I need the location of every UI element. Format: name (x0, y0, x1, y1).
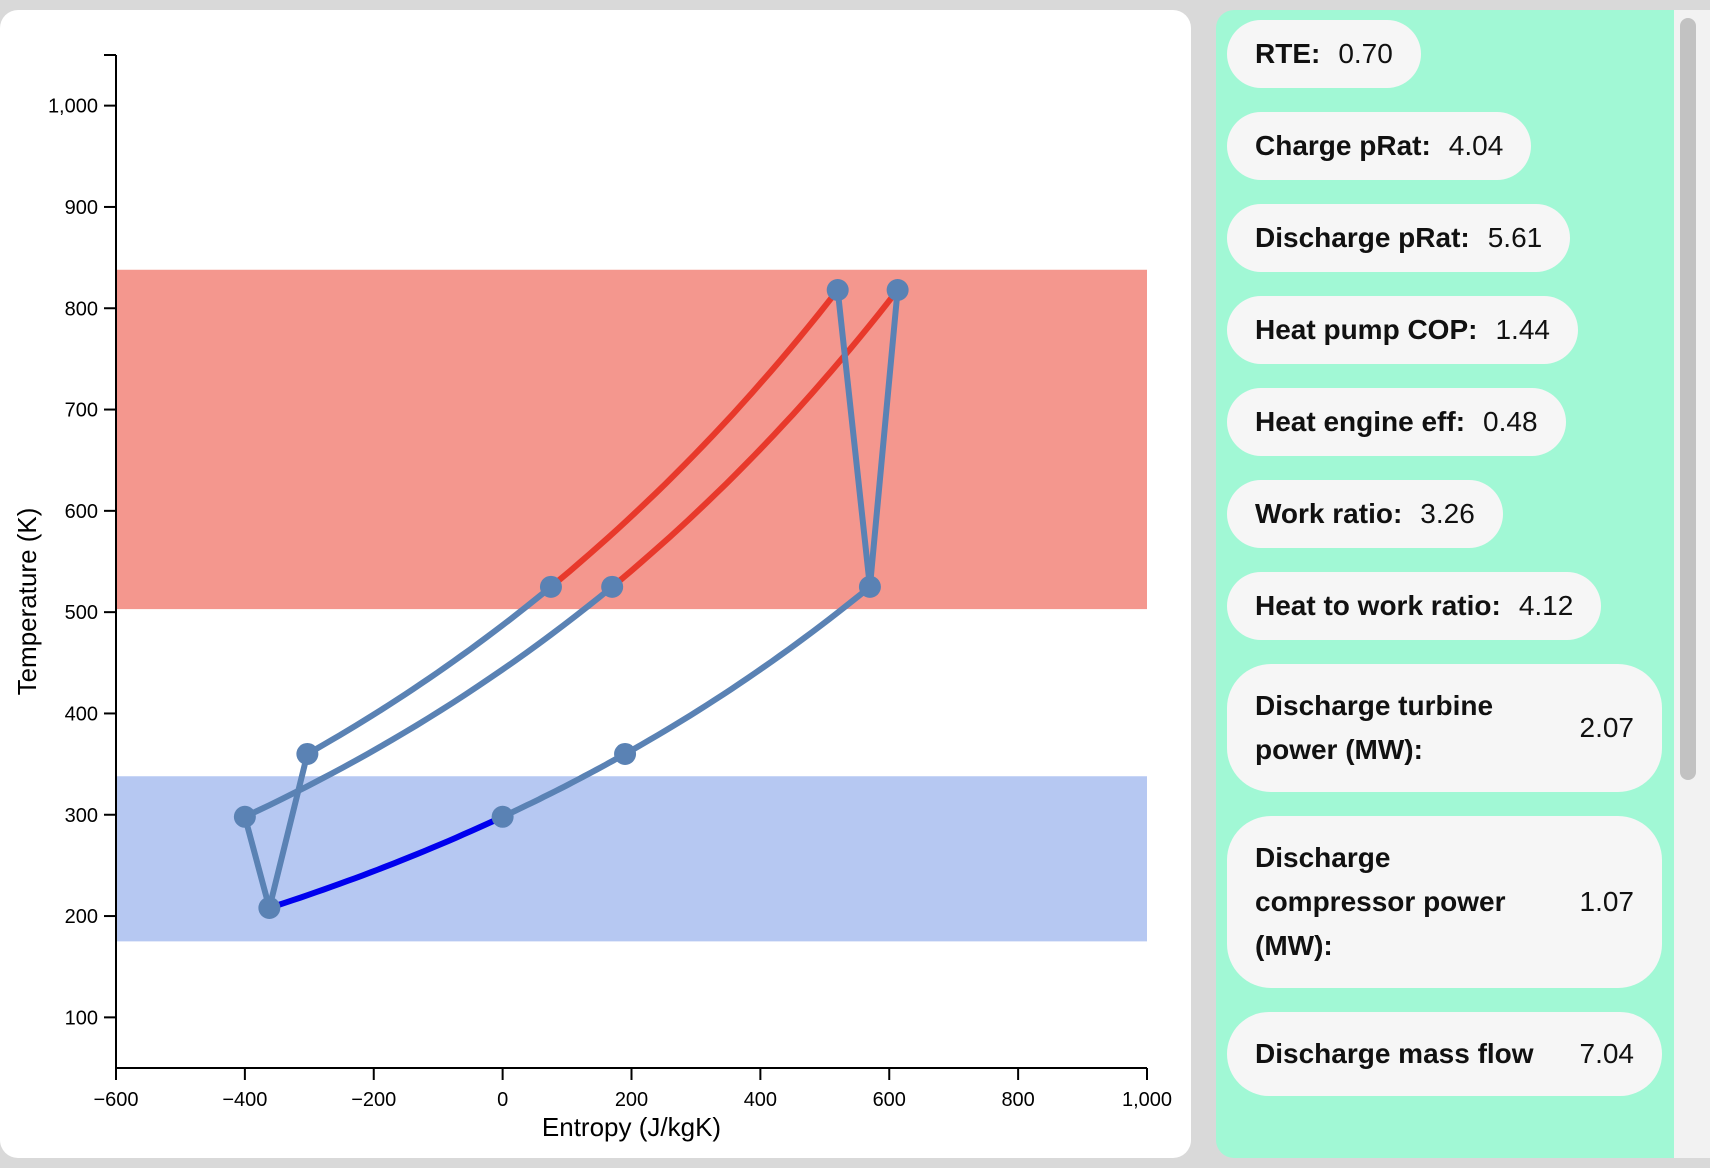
series-line-1 (548, 287, 841, 590)
state-point-7 (491, 805, 514, 828)
metric-label: Heat engine eff: (1255, 406, 1466, 437)
metric-rte: RTE: 0.70 (1227, 20, 1421, 88)
x-tick-label: 0 (497, 1089, 508, 1111)
metric-charge-prat: Charge pRat: 4.04 (1227, 112, 1532, 180)
x-tick-label: 800 (1001, 1089, 1034, 1111)
metric-heat-engine-eff: Heat engine eff: 0.48 (1227, 388, 1566, 456)
state-point-8 (614, 742, 637, 765)
state-point-6 (258, 896, 281, 919)
metric-value: 0.48 (1483, 406, 1538, 437)
metric-value: 3.26 (1420, 498, 1475, 529)
series-line-4 (266, 813, 506, 911)
chart-card: −600 −400 −200 0 200 400 600 800 1,000 100 200 300 4… (0, 10, 1191, 1158)
series-line-6 (622, 583, 873, 757)
metric-value: 1.07 (1579, 886, 1635, 917)
metric-label: Heat to work ratio: (1255, 590, 1501, 621)
band-1 (116, 776, 1147, 942)
x-tick-label: 1,000 (1122, 1089, 1172, 1111)
x-tick-label: −600 (93, 1089, 138, 1111)
series-line-3 (609, 287, 901, 590)
series-line-7 (266, 750, 311, 911)
y-tick-label: 1,000 (48, 96, 98, 118)
metric-work-ratio: Work ratio: 3.26 (1227, 480, 1503, 548)
scrollbar-thumb[interactable] (1680, 18, 1696, 780)
metric-heat-pump-cop: Heat pump COP: 1.44 (1227, 296, 1578, 364)
series-line-2 (241, 583, 616, 820)
series-line-9 (834, 287, 873, 590)
state-point-0 (296, 742, 319, 765)
y-tick-label: 400 (65, 703, 98, 725)
metric-label: Discharge compressor power (MW): (1255, 842, 1506, 961)
y-tick-label: 100 (65, 1007, 98, 1029)
metric-label: Discharge pRat: (1255, 222, 1470, 253)
metric-value: 4.12 (1518, 590, 1574, 621)
y-tick-label: 500 (65, 602, 98, 624)
series-line-8 (241, 813, 273, 911)
metric-heat-to-work-ratio: Heat to work ratio: 4.12 (1227, 572, 1602, 640)
x-tick-label: −200 (351, 1089, 396, 1111)
metric-value: 2.07 (1579, 712, 1635, 743)
metric-label: Charge pRat: (1255, 130, 1431, 161)
band-0 (116, 269, 1147, 610)
state-point-9 (858, 575, 881, 598)
state-point-4 (886, 279, 909, 302)
y-tick-label: 600 (65, 501, 98, 523)
y-axis-label: Temperature (K) (12, 508, 42, 696)
metric-value: 7.04 (1579, 1038, 1635, 1069)
metric-value: 4.04 (1448, 130, 1504, 161)
metric-label: RTE: (1255, 38, 1321, 69)
metric-value: 1.44 (1495, 314, 1550, 345)
y-tick-label: 700 (65, 400, 98, 422)
metric-label: Discharge mass flow (1255, 1038, 1534, 1069)
x-tick-label: 200 (615, 1089, 648, 1111)
metric-value: 0.70 (1338, 38, 1393, 69)
y-tick-label: 200 (65, 906, 98, 928)
series-line-0 (304, 583, 554, 757)
x-axis-label: Entropy (J/kgK) (542, 1112, 721, 1142)
state-point-1 (539, 575, 562, 598)
metric-discharge-prat: Discharge pRat: 5.61 (1227, 204, 1571, 272)
y-tick-label: 800 (65, 298, 98, 320)
series-line-5 (499, 751, 629, 820)
ts-diagram: −600 −400 −200 0 200 400 600 800 1,000 100 200 300 4… (12, 54, 1172, 1142)
y-tick-label: 900 (65, 197, 98, 219)
x-tick-label: −400 (222, 1089, 267, 1111)
y-tick-label: 300 (65, 805, 98, 827)
series-line-10 (866, 287, 901, 590)
state-point-2 (826, 279, 849, 302)
state-point-5 (233, 805, 256, 828)
metric-discharge-turbine-power: Discharge turbine power (MW): 2.07 (1227, 664, 1662, 792)
metrics-panel: RTE: 0.70 Charge pRat: 4.04 Discharge pR… (1216, 10, 1674, 1158)
metric-label: Heat pump COP: (1255, 314, 1478, 345)
state-point-3 (601, 575, 624, 598)
metric-label: Discharge turbine power (MW): (1255, 690, 1494, 765)
metric-discharge-mass-flow: Discharge mass flow 7.04 (1227, 1012, 1662, 1096)
metric-list: RTE: 0.70 Charge pRat: 4.04 Discharge pR… (1227, 20, 1662, 1120)
metric-value: 5.61 (1487, 222, 1543, 253)
metric-label: Work ratio: (1255, 498, 1403, 529)
x-tick-label: 600 (873, 1089, 906, 1111)
x-tick-label: 400 (744, 1089, 777, 1111)
metric-discharge-compressor-power: Discharge compressor power (MW): 1.07 (1227, 816, 1662, 988)
